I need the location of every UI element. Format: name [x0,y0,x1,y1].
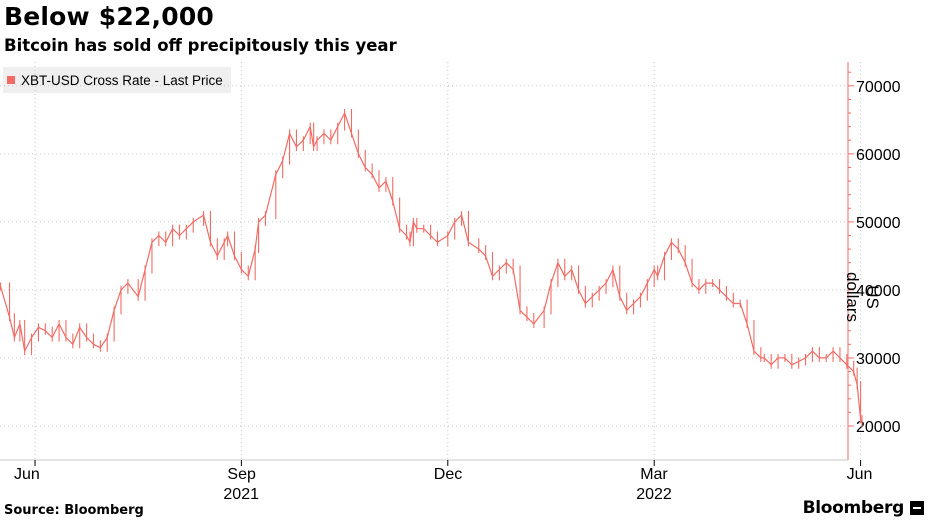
source-note: Source: Bloomberg [4,503,144,518]
y-axis-label: US dollars [843,271,882,323]
x-tick-label: Mar [640,466,668,483]
y-tick-label: 20000 [856,419,901,436]
x-tick-label: Dec [434,466,462,483]
legend: XBT-USD Cross Rate - Last Price [3,67,231,93]
chart-title: Below $22,000 [4,2,215,31]
bloomberg-logo: Bloomberg [803,498,924,518]
x-tick-label: Jun [14,466,40,483]
legend-label: XBT-USD Cross Rate - Last Price [21,72,223,88]
x-tick-label: Jun [847,466,873,483]
chart-subtitle: Bitcoin has sold off precipitously this … [4,36,397,55]
y-tick-label: 40000 [856,283,901,300]
y-tick-label: 30000 [856,351,901,368]
y-tick-label: 50000 [856,215,901,232]
legend-swatch [7,76,15,84]
terminal-icon [910,501,924,515]
brand-name: Bloomberg [802,498,905,518]
y-tick-label: 70000 [856,79,901,96]
price-series-line [0,112,863,423]
y-tick-label: 60000 [856,147,901,164]
x-tick-label: Sep [227,466,256,483]
year-label: 2022 [636,486,672,503]
year-label: 2021 [223,486,259,503]
